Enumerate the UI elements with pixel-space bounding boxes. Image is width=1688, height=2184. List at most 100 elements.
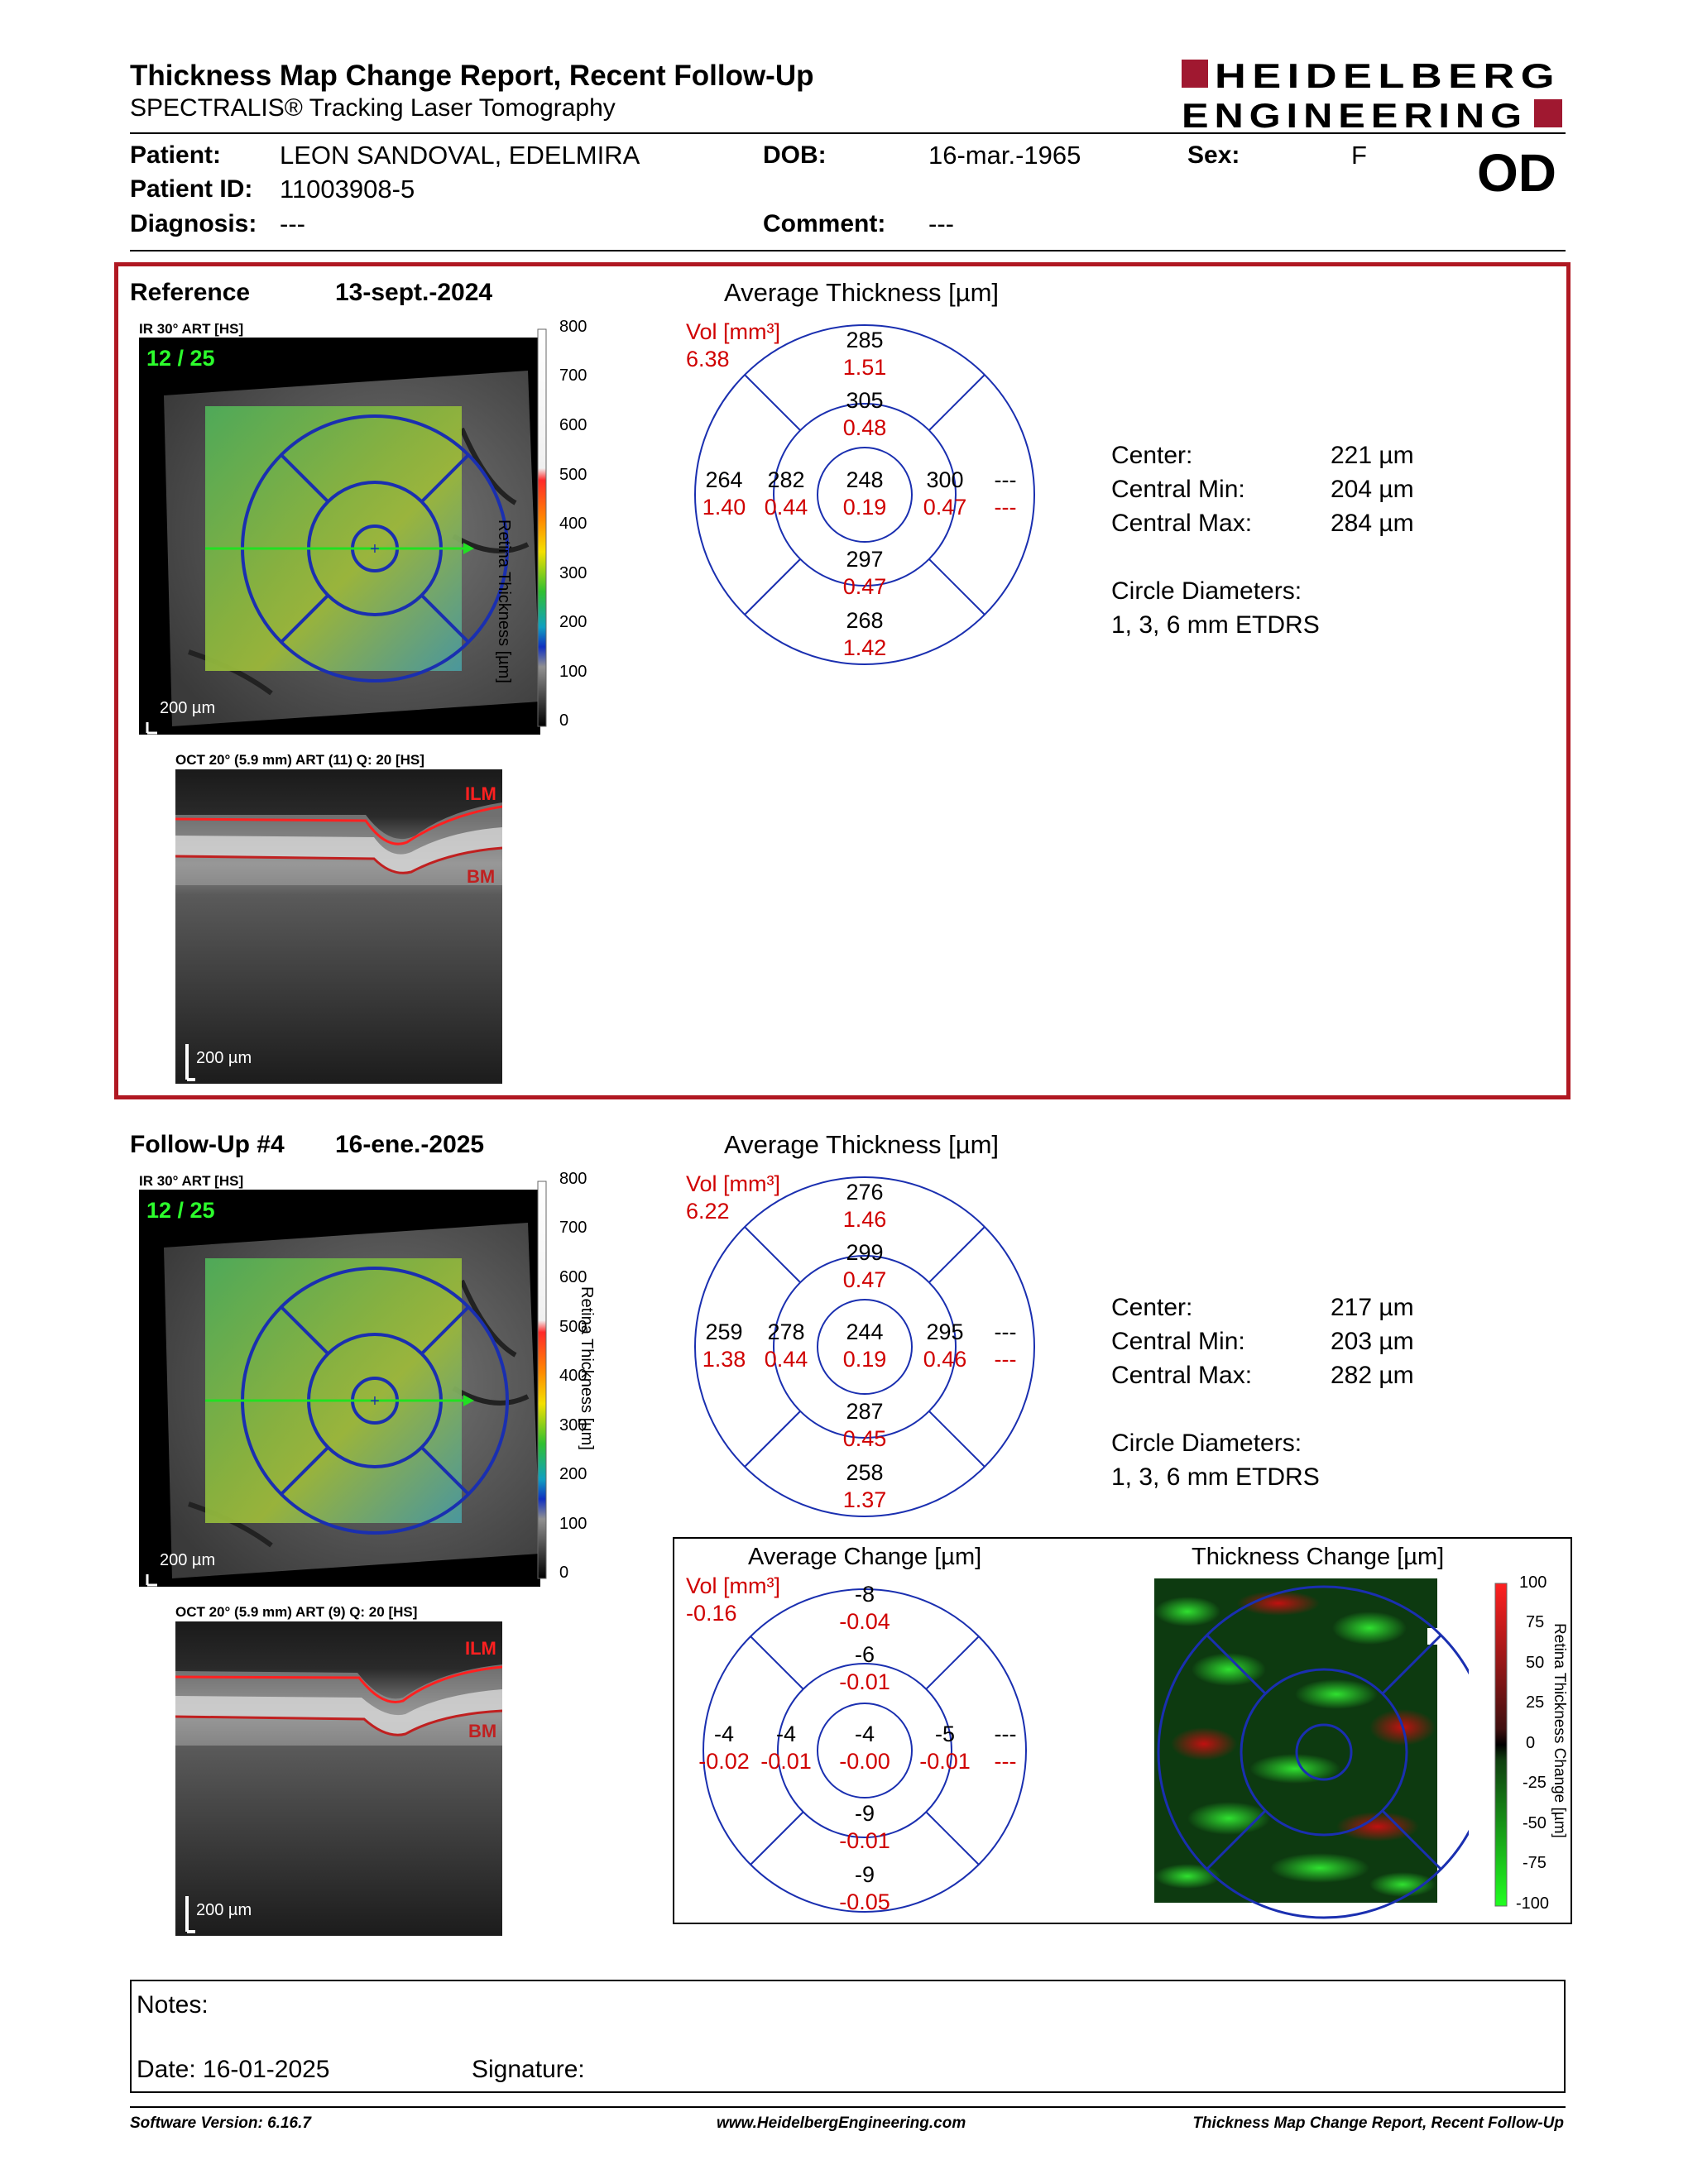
reference-inner-top: 305 0.48 [842,388,887,440]
scale-tick: 800 [559,1170,587,1188]
change-etdrs-chart [703,1588,1027,1913]
followup-oct-bm: BM [468,1721,497,1741]
sex-value: F [1351,141,1367,170]
diagnosis-value: --- [280,209,305,238]
comment-value: --- [928,209,954,238]
change-inner-right: -5 -0.01 [919,1722,971,1774]
scale-tick: 400 [559,1367,587,1385]
reference-inner-bottom: 297 0.47 [842,547,887,599]
followup-oct-label: OCT 20° (5.9 mm) ART (9) Q: 20 [HS] [175,1604,418,1620]
followup-oct-ilm: ILM [465,1638,496,1659]
scale-tick: 500 [559,466,587,484]
reference-vol-label: Vol [mm³] [686,319,781,344]
change-tick: 50 [1526,1654,1545,1672]
scale-tick: 500 [559,1318,587,1336]
scale-tick: 700 [559,1219,587,1237]
scale-tick: 300 [559,1416,587,1434]
followup-avg-title: Average Thickness [µm] [724,1130,1000,1159]
change-tick: -50 [1523,1814,1547,1832]
followup-outer-left: 259 1.38 [702,1320,746,1372]
followup-ir-scale: 200 µm [160,1551,216,1569]
change-inner-bottom: -9 -0.01 [839,1801,890,1853]
change-tick: -25 [1523,1774,1547,1792]
eye-indicator: OD [1477,143,1556,203]
reference-min-label: Central Min: [1111,476,1245,503]
followup-inner-right: 295 0.46 [923,1320,967,1372]
scale-tick: 200 [559,1465,587,1483]
dob-label: DOB: [763,141,827,169]
reference-max-label: Central Max: [1111,510,1253,537]
comment-label: Comment: [763,210,886,237]
svg-text:+: + [370,1392,380,1410]
reference-center-label: Center: [1111,442,1193,469]
reference-outer-right: --- --- [994,467,1017,520]
reference-avg-title: Average Thickness [µm] [724,278,1000,307]
reference-section-box [114,262,1571,1099]
report-title: Thickness Map Change Report, Recent Foll… [130,60,814,92]
reference-oct-ilm: ILM [465,783,496,804]
change-tick: 100 [1519,1573,1547,1592]
patient-id-label: Patient ID: [130,175,253,203]
change-vol-label: Vol [mm³] [686,1573,781,1598]
change-scale-title: Retina Thickness Change [µm] [1551,1623,1568,1838]
followup-center: 244 0.19 [842,1320,887,1372]
footer-software: Software Version: 6.16.7 [130,2115,311,2132]
reference-etdrs-chart [694,324,1035,665]
followup-thickness-scale-title: Retina Thickness [µm] [578,1286,596,1450]
notes-box[interactable] [130,1980,1566,2093]
change-tick: -100 [1516,1894,1550,1913]
followup-label: Follow-Up #4 [130,1131,285,1158]
scale-tick: 0 [559,711,569,730]
scale-tick: 800 [559,318,587,336]
reference-thickness-scale-title: Retina Thickness [µm] [495,520,513,683]
followup-inner-bottom: 287 0.45 [842,1399,887,1451]
change-tick: 25 [1526,1693,1545,1712]
followup-max-value: 282 µm [1331,1362,1414,1389]
followup-date: 16-ene.-2025 [335,1131,485,1158]
sex-label: Sex: [1187,141,1240,169]
change-tick: -75 [1523,1854,1547,1872]
scale-tick: 300 [559,564,587,582]
dob-value: 16-mar.-1965 [928,141,1081,170]
reference-ir-label: IR 30° ART [HS] [139,321,244,337]
followup-ir-count: 12 / 25 [146,1198,215,1223]
change-map-title: Thickness Change [µm] [1192,1544,1445,1570]
diagnosis-label: Diagnosis: [130,210,257,237]
change-colorbar [1494,1583,1508,1907]
change-vol-total: -0.16 [686,1601,737,1626]
reference-vol-total: 6.38 [686,347,730,371]
scale-tick: 600 [559,416,587,434]
followup-outer-top: 276 1.46 [842,1180,887,1232]
followup-oct-scan [175,1621,502,1936]
notes-date: Date: 16-01-2025 [137,2056,330,2083]
change-thickness-map [1154,1578,1469,1919]
notes-label: Notes: [137,1991,209,2019]
followup-max-label: Central Max: [1111,1362,1253,1389]
change-outer-bottom: -9 -0.05 [839,1862,890,1914]
reference-ir-thickness-map: + [139,338,540,735]
reference-ir-scale: 200 µm [160,699,216,717]
change-map-etdrs-grid [1157,1585,1469,1919]
change-outer-right: --- --- [994,1722,1017,1774]
change-avg-title: Average Change [µm] [748,1544,982,1570]
followup-center-label: Center: [1111,1294,1193,1321]
followup-circle-value: 1, 3, 6 mm ETDRS [1111,1463,1320,1491]
followup-oct-scale: 200 µm [196,1901,252,1919]
patient-name: LEON SANDOVAL, EDELMIRA [280,141,640,170]
notes-signature: Signature: [472,2056,585,2083]
patient-label: Patient: [130,141,222,169]
reference-min-value: 204 µm [1331,476,1414,503]
scale-tick: 100 [559,663,587,681]
followup-ir-label: IR 30° ART [HS] [139,1173,244,1189]
followup-outer-bottom: 258 1.37 [842,1460,887,1512]
reference-center: 248 0.19 [842,467,887,520]
reference-oct-scan [175,769,502,1084]
change-outer-left: -4 -0.02 [698,1722,750,1774]
heidelberg-logo: HEIDELBERG ENGINEERING [1182,56,1562,132]
reference-center-value: 221 µm [1331,442,1414,469]
change-outer-top: -8 -0.04 [839,1582,890,1634]
followup-circle-label: Circle Diameters: [1111,1430,1302,1457]
followup-vol-label: Vol [mm³] [686,1171,781,1196]
reference-circle-value: 1, 3, 6 mm ETDRS [1111,611,1320,639]
followup-vol-total: 6.22 [686,1199,730,1224]
